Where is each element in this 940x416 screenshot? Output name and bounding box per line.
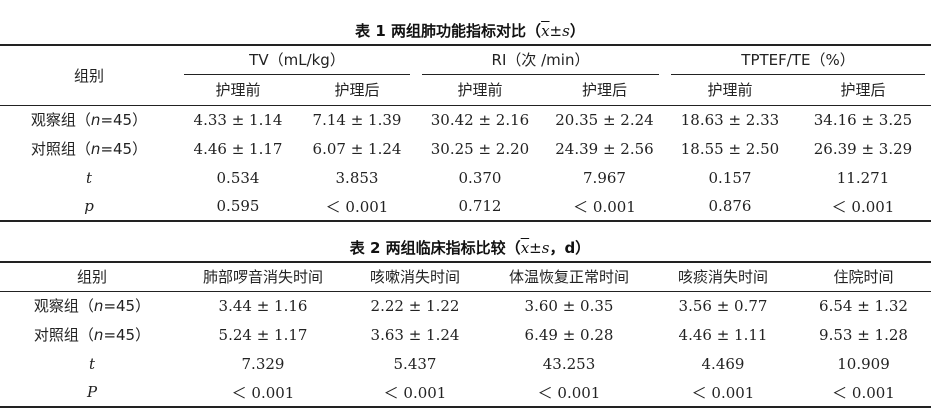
row-label: P [86,383,98,401]
table2-caption-suffix: ，d） [549,239,591,257]
table2-header: 咳痰消失时间 [677,268,768,287]
table-cell: 3.853 [335,168,379,187]
table-row: 观察组（n=45） 4.33 ± 1.14 7.14 ± 1.39 30.42 … [0,105,931,134]
table-cell: ＜ 0.001 [831,197,895,216]
table-cell: 20.35 ± 2.24 [555,110,654,129]
table-cell: 7.967 [583,168,626,187]
row-label: 观察组（n=45） [33,297,151,316]
table-cell: 11.271 [836,168,890,187]
table2-header: 肺部啰音消失时间 [202,268,323,287]
table-cell: 6.54 ± 1.32 [819,296,908,315]
table2-header: 咳嗽消失时间 [369,268,460,287]
table-cell: 6.07 ± 1.24 [312,139,402,158]
table1-colgroup-ri-label: RI（次 /min） [422,46,659,75]
table-cell: 43.253 [542,354,596,373]
row-label: 对照组（n=45） [33,326,151,344]
table1-colgroup-tv-label: TV（mL/kg） [184,46,410,75]
table-cell: 34.16 ± 3.25 [813,110,913,129]
table1-caption: 表 1 两组肺功能指标对比（x±s） [0,20,940,41]
table-cell: ＜ 0.001 [573,197,636,216]
table2: 组别 肺部啰音消失时间 咳嗽消失时间 体温恢复正常时间 咳痰消失时间 住院时间 … [0,261,931,408]
table-cell: 30.25 ± 2.20 [430,139,530,158]
table-cell: 3.44 ± 1.16 [218,296,308,315]
table-cell: ＜ 0.001 [691,383,755,402]
table1-caption-pm: ± [549,22,563,40]
table1-caption-s: s [562,22,570,40]
table1-subheader: 护理后 [334,81,380,100]
table-cell: ＜ 0.001 [832,383,895,402]
table1-caption-suffix: ） [569,22,585,40]
table-cell: 24.39 ± 2.56 [555,139,654,158]
table1-caption-prefix: 表 1 两组肺功能指标对比（ [355,22,542,40]
table-cell: ＜ 0.001 [383,383,447,402]
table-cell: 10.909 [837,354,890,373]
table2-caption-prefix: 表 2 两组临床指标比较（ [349,239,521,257]
table-row: 观察组（n=45） 3.44 ± 1.16 2.22 ± 1.22 3.60 ±… [0,291,931,320]
table-cell: 4.46 ± 1.11 [678,325,768,344]
table-cell: 9.53 ± 1.28 [819,325,908,344]
table-cell: 0.157 [708,168,752,187]
table-cell: ＜ 0.001 [325,197,389,216]
table1-colgroup-tv: TV（mL/kg） [178,45,416,75]
table-cell: 18.63 ± 2.33 [680,110,780,129]
table-cell: 3.63 ± 1.24 [370,325,460,344]
table-row: t 7.329 5.437 43.253 4.469 10.909 [0,349,931,378]
table-cell: 18.55 ± 2.50 [680,139,780,158]
row-label: 对照组（n=45） [30,140,148,158]
table-cell: 0.876 [708,197,752,215]
table1-group-header: 组别 [0,45,178,106]
table2-caption-xbar: x [520,239,530,257]
row-label: t [88,354,96,373]
table-row: P ＜ 0.001 ＜ 0.001 ＜ 0.001 ＜ 0.001 ＜ 0.00… [0,378,931,407]
table2-header: 组别 [76,268,107,287]
table-row: p 0.595 ＜ 0.001 0.712 ＜ 0.001 0.876 ＜ 0.… [0,192,931,221]
table-cell: 2.22 ± 1.22 [370,296,460,315]
table-cell: 5.24 ± 1.17 [218,325,308,344]
table-cell: 0.595 [216,197,260,215]
table-cell: 4.33 ± 1.14 [193,110,283,129]
table1-colgroup-ri: RI（次 /min） [416,45,665,75]
table-cell: 26.39 ± 3.29 [813,139,913,158]
table-cell: 0.712 [458,197,502,215]
table-cell: 7.14 ± 1.39 [312,110,402,129]
table2-caption: 表 2 两组临床指标比较（x±s，d） [0,237,940,258]
table2-header: 体温恢复正常时间 [508,268,629,287]
table1-subheader: 护理后 [840,81,886,100]
table-cell: 5.437 [393,354,437,373]
table1: 组别 TV（mL/kg） RI（次 /min） TPTEF/TE（%） 护理前 … [0,44,931,222]
table-cell: 0.534 [216,168,260,187]
table-cell: ＜ 0.001 [537,383,601,402]
table1-subheader: 护理前 [457,81,503,100]
table-cell: 4.46 ± 1.17 [193,139,283,158]
table-cell: 0.370 [458,168,502,187]
table2-caption-s: s [541,239,550,257]
table-cell: 3.60 ± 0.35 [524,296,614,315]
row-label: t [85,168,93,187]
table-cell: 3.56 ± 0.77 [678,296,768,315]
table-cell: 30.42 ± 2.16 [430,110,530,129]
table-cell: ＜ 0.001 [231,383,295,402]
table1-colgroup-tptef-label: TPTEF/TE（%） [671,46,925,75]
table-cell: 7.329 [241,354,285,373]
row-label: 观察组（n=45） [30,111,148,130]
table-row: 对照组（n=45） 5.24 ± 1.17 3.63 ± 1.24 6.49 ±… [0,320,931,349]
table-cell: 6.49 ± 0.28 [524,325,614,344]
table1-subheader: 护理前 [215,81,261,100]
table-row: 对照组（n=45） 4.46 ± 1.17 6.07 ± 1.24 30.25 … [0,134,931,163]
table-row: t 0.534 3.853 0.370 7.967 0.157 11.271 [0,163,931,192]
table1-colgroup-tptef: TPTEF/TE（%） [665,45,931,75]
table1-caption-xbar: x [541,22,550,40]
table2-header: 住院时间 [833,268,894,287]
row-label: p [84,197,94,215]
table2-caption-pm: ± [529,239,542,257]
table-cell: 4.469 [701,354,745,373]
table1-subheader: 护理前 [707,81,753,100]
table1-subheader: 护理后 [581,81,627,100]
